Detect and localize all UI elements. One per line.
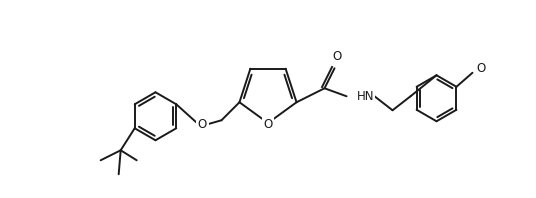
Text: O: O xyxy=(332,50,341,63)
Text: O: O xyxy=(263,117,273,130)
Text: O: O xyxy=(198,118,207,131)
Text: HN: HN xyxy=(356,90,374,103)
Text: O: O xyxy=(477,62,486,75)
